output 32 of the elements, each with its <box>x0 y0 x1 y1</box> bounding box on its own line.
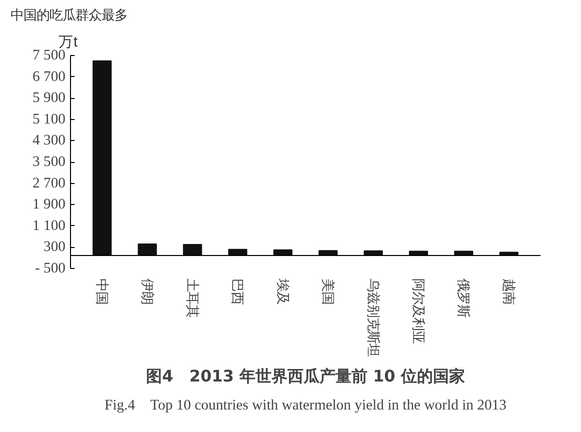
bar <box>454 250 474 256</box>
caption: 图4 2013 年世界西瓜产量前 10 位的国家 <box>146 366 465 386</box>
x-tick-label: 伊朗 <box>140 278 155 304</box>
bar <box>92 60 112 256</box>
x-tick-label: 土耳其 <box>185 278 200 318</box>
x-tick-label: 越南 <box>501 278 516 304</box>
bar <box>318 250 338 256</box>
y-axis-title: 万t <box>58 34 78 50</box>
bar <box>182 244 202 256</box>
chart-title: 中国的吃瓜群众最多 <box>10 8 128 22</box>
y-tick-label: 4 300 <box>32 132 66 149</box>
x-tick-label: 乌兹别克斯坦 <box>366 278 381 356</box>
x-tick-label: 埃及 <box>275 278 290 304</box>
bar <box>138 244 157 256</box>
y-tick-label: 5 100 <box>32 111 66 128</box>
y-tick-label: 2 700 <box>32 175 66 192</box>
y-tick-label: - 500 <box>34 260 66 276</box>
x-tick-label: 美国 <box>320 278 336 304</box>
x-tick-label: 阿尔及利亚 <box>410 278 426 344</box>
y-tick-label: 1 100 <box>32 218 66 234</box>
bar <box>408 250 428 256</box>
y-tick-label: 300 <box>44 239 66 256</box>
y-tick-label: 7 500 <box>32 48 66 64</box>
y-tick-label: 6 700 <box>32 68 66 85</box>
bar <box>228 248 248 256</box>
y-tick-label: 5 900 <box>32 90 66 106</box>
x-tick-label: 中国 <box>94 278 110 304</box>
y-tick-label: 1 900 <box>32 196 66 213</box>
x-tick-label: 巴西 <box>230 278 246 304</box>
caption: Fig.4 Top 10 countries with watermelon yield in the world in 2013 <box>104 398 506 414</box>
y-tick-label: 3 500 <box>32 154 66 170</box>
x-tick-label: 俄罗斯 <box>456 278 472 318</box>
